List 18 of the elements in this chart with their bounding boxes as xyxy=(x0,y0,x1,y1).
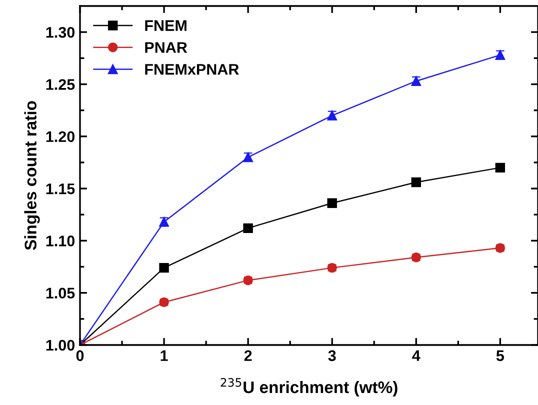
x-tick-label: 1 xyxy=(160,350,168,361)
y-tick-label: 1.20 xyxy=(46,131,75,142)
legend-label: FNEMxPNAR xyxy=(145,64,239,75)
x-tick-label: 2 xyxy=(244,350,252,361)
x-tick-label: 3 xyxy=(328,350,336,362)
x-tick-label: 4 xyxy=(412,350,420,361)
x-tick-label: 5 xyxy=(496,350,504,362)
legend-label: PNAR xyxy=(145,42,188,53)
y-tick-label: 1.10 xyxy=(46,236,75,246)
y-tick-label: 1.25 xyxy=(46,79,75,90)
x-tick-label: 0 xyxy=(76,350,84,362)
y-axis-title: Singles count ratio xyxy=(24,101,40,250)
y-tick-label: 1.15 xyxy=(46,184,75,194)
x-axis-title: $^{235}$U enrichment (wt%) xyxy=(220,378,398,396)
legend-label: FNEM xyxy=(145,20,186,31)
y-tick-label: 1.00 xyxy=(46,340,75,351)
y-tick-label: 1.05 xyxy=(46,288,75,299)
y-tick-label: 1.30 xyxy=(46,26,75,38)
